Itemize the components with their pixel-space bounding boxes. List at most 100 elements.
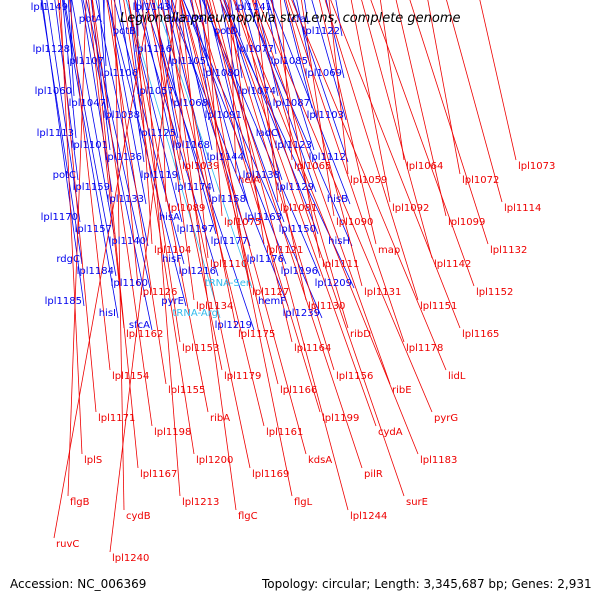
label-leader-line [251, 0, 349, 329]
gene-label: lpl1170 [41, 212, 78, 223]
gene-label: lpl1239 [283, 308, 320, 319]
gene-label: lpl1169 [252, 469, 289, 480]
gene-label: lpl1085 [271, 56, 308, 67]
gene-label: lpl1101 [71, 140, 108, 151]
label-leader-line [181, 0, 279, 385]
genome-title: Legionella pneumophila str. Lens, comple… [120, 11, 461, 26]
label-leader-line [183, 0, 287, 265]
gene-label: lpl1106 [101, 68, 138, 79]
gene-label: lpl1149 [31, 2, 68, 13]
gene-label: lpl1072 [462, 175, 499, 186]
gene-label: lpl1154 [112, 371, 149, 382]
label-leader-line [88, 0, 125, 329]
label-leader-line [257, 0, 433, 413]
label-leader-line [91, 0, 139, 469]
gene-label: lpl1080 [203, 68, 240, 79]
gene-label: lpl1116 [135, 44, 172, 55]
gene-label: lpl1165 [462, 329, 499, 340]
gene-label: lpl1152 [476, 287, 513, 298]
gene-label: lpl1127 [252, 287, 289, 298]
gene-label: hisF [162, 254, 182, 265]
gene-label: ruvC [56, 539, 79, 550]
label-leader-line [82, 0, 153, 331]
accession-text: Accession: NC_006369 [10, 577, 146, 591]
label-leader-line [183, 0, 323, 319]
label-leader-line [159, 0, 265, 427]
gene-label: potA [79, 14, 102, 25]
gene-label: lpl1200 [196, 455, 233, 466]
gene-label: lpl1176 [247, 254, 284, 265]
gene-label: lidL [448, 371, 466, 382]
gene-label: lpl1073 [518, 161, 555, 172]
gene-label: flgB [70, 497, 90, 508]
label-leader-line [233, 0, 405, 497]
gene-label: lpl1183 [420, 455, 457, 466]
gene-label: lpl1197 [177, 224, 214, 235]
label-leader-line [206, 0, 363, 469]
label-leader-line [114, 0, 125, 511]
label-leader-line [141, 0, 181, 497]
gene-label: cfa [291, 14, 306, 25]
gene-label: lpl1140 [109, 236, 146, 247]
gene-label: sfcA [129, 320, 150, 331]
gene-label: lpl1160 [111, 278, 148, 289]
label-leader-line [181, 0, 307, 455]
gene-label: lpl1075 [224, 217, 261, 228]
label-leader-line [324, 0, 419, 301]
gene-label: lpl1090 [336, 217, 373, 228]
gene-label: lpl1184 [77, 266, 114, 277]
gene-label: lpl1060 [35, 86, 72, 97]
gene-label: lpl1167 [140, 469, 177, 480]
gene-label: lpl1244 [350, 511, 387, 522]
gene-label: lpl1163 [245, 212, 282, 223]
label-leader-line [203, 0, 285, 223]
gene-label: potB [113, 26, 136, 37]
gene-label: lpl1087 [273, 98, 310, 109]
gene-label: ribA [210, 413, 230, 424]
gene-label: map [378, 245, 400, 256]
gene-label: cydB [126, 511, 151, 522]
gene-label: lpl1174 [175, 182, 212, 193]
gene-label: hisH [328, 236, 350, 247]
label-leader-line [189, 0, 249, 205]
gene-label: kdsA [308, 455, 332, 466]
label-leader-line [220, 0, 335, 371]
label-leader-line [194, 0, 321, 413]
label-leaders [40, 0, 517, 553]
label-leader-line [85, 0, 151, 289]
gene-label: lpl1136 [105, 152, 142, 163]
gene-label: lpl1125 [139, 128, 176, 139]
gene-label: lpl1153 [182, 343, 219, 354]
label-leader-line [128, 0, 209, 413]
gene-label: lpl1179 [224, 371, 261, 382]
gene-label: lpl1091 [205, 110, 242, 121]
gene-label: lpl1110 [210, 259, 247, 270]
gene-label: lpl1092 [392, 203, 429, 214]
label-leader-line [125, 0, 183, 223]
genome-summary: Topology: circular; Length: 3,345,687 bp… [261, 577, 592, 591]
gene-label: lpl1068 [171, 98, 208, 109]
gene-label: lpl1099 [448, 217, 485, 228]
gene-label: surE [406, 497, 428, 508]
gene-label: lpl1198 [154, 427, 191, 438]
gene-label: lpl1178 [406, 343, 443, 354]
gene-label: lpl1134 [196, 301, 233, 312]
gene-label: lpl1185 [45, 296, 82, 307]
gene-label: lpl1213 [182, 497, 219, 508]
gene-label: lpl1065 [294, 161, 331, 172]
label-leader-line [41, 0, 85, 307]
gene-label: lpl1122 [303, 26, 340, 37]
gene-label: lpl1081 [280, 203, 317, 214]
gene-label: lpl1074 [239, 86, 276, 97]
label-leader-line [40, 0, 83, 265]
label-leader-line [57, 0, 97, 413]
gene-label: tRNA-Arg [173, 308, 218, 319]
label-leader-line [107, 0, 187, 307]
gene-label: lpl1138 [243, 170, 280, 181]
gene-label: lpl1129 [277, 182, 314, 193]
gene-label: lpl1069 [305, 68, 342, 79]
gene-label: lpl1128 [33, 44, 70, 55]
gene-label: lpl1123 [275, 140, 312, 151]
